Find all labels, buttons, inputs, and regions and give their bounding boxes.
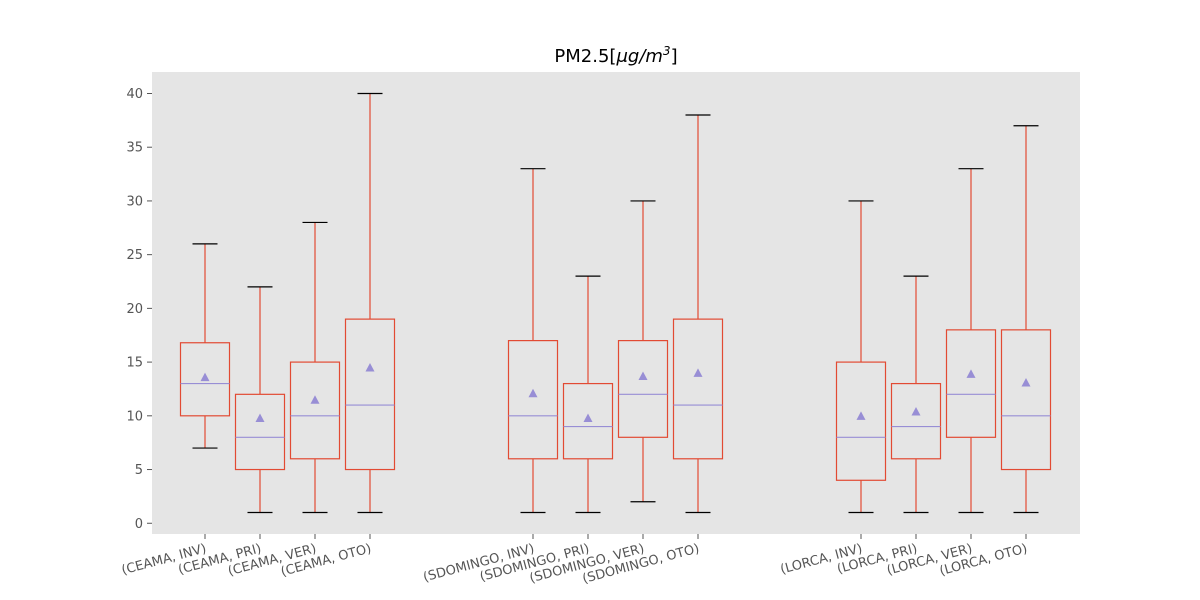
mean-marker xyxy=(966,369,976,378)
box-6 xyxy=(562,275,614,514)
box-2 xyxy=(234,286,286,514)
y-tick-label: 30 xyxy=(126,194,143,209)
box-7 xyxy=(617,200,669,503)
x-axis: (CEAMA, INV)(CEAMA, PRI)(CEAMA, VER)(CEA… xyxy=(120,534,1029,587)
box-iqr xyxy=(672,318,724,460)
box-5 xyxy=(507,168,559,514)
box-iqr xyxy=(617,340,669,438)
mean-marker xyxy=(310,395,320,404)
box-iqr xyxy=(890,382,942,460)
mean-marker xyxy=(1021,378,1031,387)
box-iqr xyxy=(234,393,286,471)
box-iqr xyxy=(507,340,559,460)
y-tick-label: 35 xyxy=(126,141,143,156)
y-tick-label: 40 xyxy=(126,87,143,102)
boxes-layer xyxy=(179,92,1052,514)
mean-marker xyxy=(365,362,375,372)
y-axis: 0 5 10 15 20 25 30 35 40 xyxy=(126,87,152,532)
chart-title: PM2.5[μg/m3] xyxy=(554,44,677,67)
box-iqr xyxy=(344,318,396,471)
box-1 xyxy=(179,243,231,449)
mean-marker xyxy=(200,372,210,382)
box-iqr xyxy=(179,342,231,417)
y-tick-label: 5 xyxy=(135,463,143,478)
box-iqr xyxy=(945,329,997,438)
mean-marker xyxy=(856,411,866,420)
mean-marker xyxy=(911,407,921,416)
y-tick-label: 10 xyxy=(126,409,143,424)
box-12 xyxy=(1000,125,1052,514)
mean-marker xyxy=(255,413,265,422)
box-3 xyxy=(289,221,341,514)
box-9 xyxy=(835,200,887,514)
plot-background xyxy=(152,72,1080,534)
mean-marker xyxy=(638,371,648,381)
mean-marker xyxy=(528,388,538,398)
y-tick-label: 20 xyxy=(126,302,143,317)
box-4 xyxy=(344,92,396,514)
y-tick-label: 25 xyxy=(126,248,143,263)
box-10 xyxy=(890,275,942,514)
box-iqr xyxy=(1000,329,1052,471)
box-iqr xyxy=(562,382,614,460)
mean-marker xyxy=(693,368,703,377)
box-iqr xyxy=(835,361,887,481)
y-tick-label: 0 xyxy=(135,517,143,532)
box-8 xyxy=(672,114,724,514)
y-tick-label: 15 xyxy=(126,356,143,371)
box-iqr xyxy=(289,361,341,460)
box-11 xyxy=(945,168,997,514)
mean-marker xyxy=(583,413,593,422)
